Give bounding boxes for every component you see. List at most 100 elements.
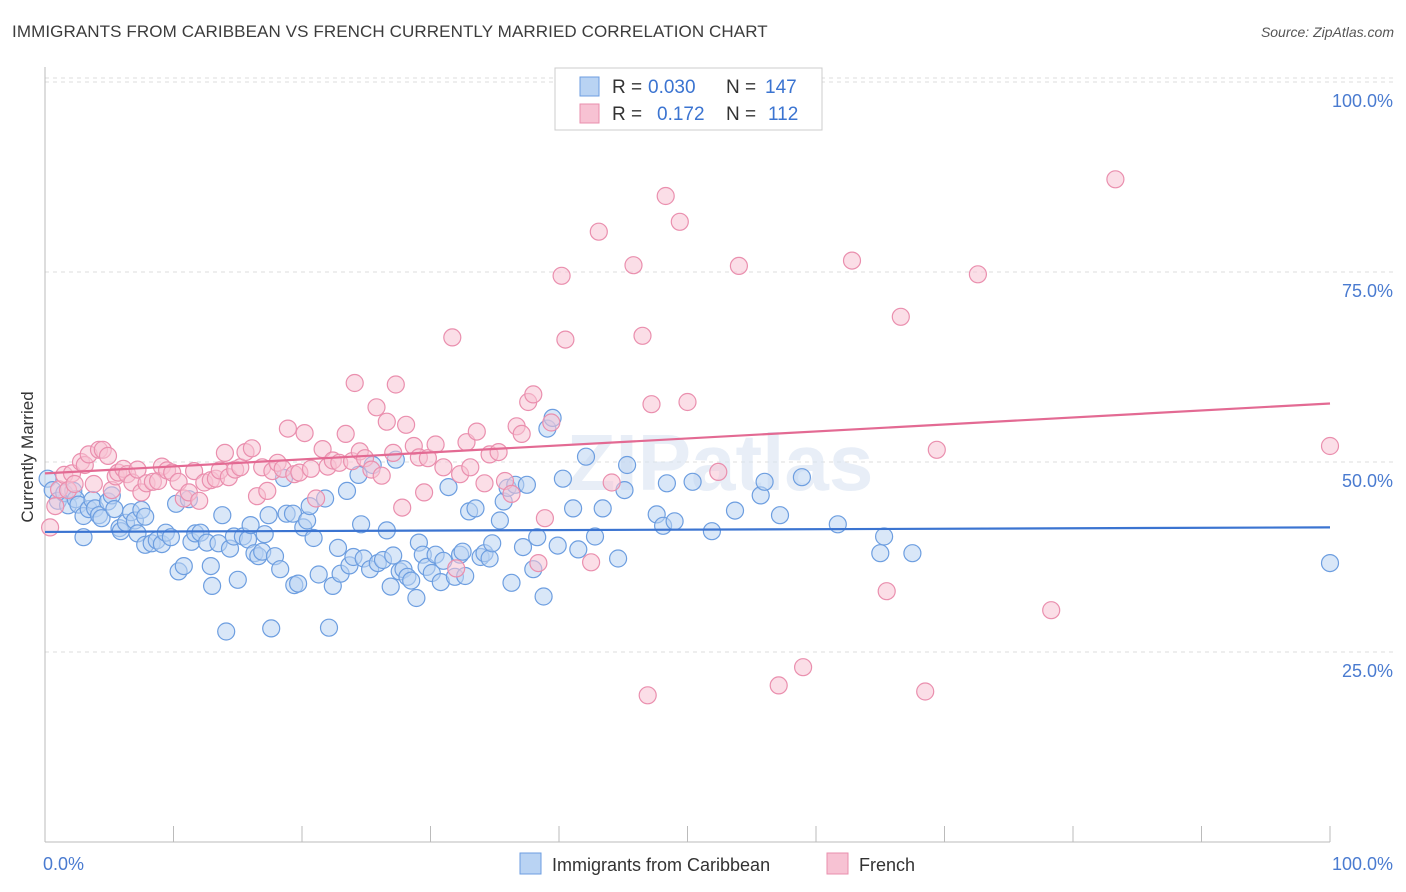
data-point-blue [381, 577, 400, 596]
data-point-pink [345, 373, 364, 393]
data-point-pink [656, 186, 675, 206]
data-point-blue [439, 478, 458, 497]
stats-r-value-blue: 0.030 [648, 77, 696, 98]
data-point-blue [755, 472, 774, 491]
data-point-pink [624, 256, 643, 275]
data-point-blue [228, 570, 247, 589]
data-point-pink [307, 489, 326, 508]
data-point-blue [502, 573, 521, 592]
data-point-pink [602, 473, 621, 492]
data-point-pink [769, 676, 788, 695]
data-point-blue [871, 544, 890, 563]
data-point-blue [319, 618, 339, 637]
data-point-pink [589, 222, 608, 241]
data-point-pink [426, 435, 445, 454]
data-point-blue [702, 522, 722, 541]
stats-n-value-blue: 147 [765, 77, 797, 98]
data-point-pink [372, 466, 391, 485]
data-point-pink [633, 326, 652, 345]
data-point-blue [136, 507, 155, 526]
data-point-pink [301, 459, 321, 478]
y-tick-label: 75.0% [1342, 281, 1393, 301]
data-point-blue [174, 556, 193, 576]
data-point-blue [490, 511, 509, 530]
y-tick-label: 100.0% [1332, 91, 1393, 111]
data-point-pink [891, 307, 910, 326]
data-point-blue [517, 475, 537, 494]
data-point-blue [665, 512, 684, 531]
data-point-blue [593, 499, 612, 518]
data-point-blue [309, 565, 328, 584]
legend-label-french: French [859, 855, 915, 875]
data-point-blue [585, 527, 605, 546]
trend-lines [44, 402, 1331, 534]
data-point-blue [1320, 553, 1340, 573]
data-point-pink [512, 424, 531, 443]
data-point-blue [480, 549, 499, 568]
stats-swatch-blue [579, 76, 600, 97]
data-point-pink [556, 330, 575, 349]
trend-line-pink [44, 402, 1331, 475]
data-point-blue [528, 528, 547, 547]
data-point-pink [397, 415, 416, 434]
data-point-pink [489, 443, 508, 462]
data-point-blue [201, 556, 220, 576]
data-point-blue [466, 499, 485, 518]
data-point-blue [259, 506, 278, 525]
data-point-pink [638, 686, 657, 705]
data-point-pink [1106, 170, 1125, 189]
data-point-blue [92, 509, 111, 528]
stats-r-label-pink: R = [612, 104, 642, 125]
data-point-pink [535, 509, 555, 528]
data-point-blue [534, 587, 553, 606]
data-point-pink [185, 462, 204, 481]
trend-line-blue [44, 526, 1331, 534]
data-point-pink [418, 449, 437, 468]
stats-box: R = 0.030 N = 147 R = 0.172 N = 112 [554, 67, 823, 131]
stats-n-label-blue: N = [726, 77, 756, 98]
data-point-blue [217, 622, 236, 641]
data-point-pink [443, 328, 462, 347]
x-tick-label: 100.0% [1332, 854, 1393, 874]
data-point-pink [386, 375, 405, 394]
data-point-pink [215, 443, 234, 462]
data-point-pink [542, 413, 561, 432]
x-tick-label: 0.0% [43, 854, 84, 874]
data-point-blue [384, 546, 403, 565]
data-point-pink [793, 658, 813, 677]
data-point-pink [1042, 601, 1061, 620]
data-point-pink [678, 392, 697, 412]
data-point-blue [548, 536, 567, 555]
stats-r-value-pink: 0.172 [657, 104, 705, 125]
data-point-pink [190, 491, 209, 510]
data-points [38, 170, 1340, 705]
axes: 25.0% 50.0% 75.0% 100.0% 0.0% 100.0% [43, 67, 1393, 874]
data-point-pink [670, 212, 689, 231]
data-point-blue [770, 506, 790, 525]
data-point-blue [483, 534, 502, 553]
data-point-pink [367, 398, 386, 417]
legend-label-caribbean: Immigrants from Caribbean [552, 855, 770, 875]
y-tick-label: 50.0% [1342, 471, 1393, 491]
data-point-pink [258, 481, 277, 500]
data-point-pink [529, 553, 548, 573]
data-point-blue [352, 515, 371, 534]
stats-n-label-pink: N = [726, 104, 756, 125]
data-point-pink [729, 256, 749, 275]
data-point-blue [271, 560, 290, 579]
data-point-blue [576, 447, 596, 466]
source-credit: Source: ZipAtlas.com [1260, 24, 1394, 40]
data-point-pink [968, 265, 988, 284]
data-point-pink [40, 518, 60, 537]
data-point-blue [213, 506, 232, 525]
data-point-blue [203, 576, 222, 596]
data-point-blue [241, 515, 260, 535]
data-point-pink [336, 424, 355, 443]
data-point-blue [792, 468, 812, 487]
data-point-pink [447, 559, 466, 578]
data-point-pink [709, 462, 728, 481]
data-point-pink [916, 682, 935, 701]
data-point-pink [384, 443, 403, 462]
stats-swatch-pink [579, 103, 600, 124]
data-point-blue [874, 527, 894, 546]
